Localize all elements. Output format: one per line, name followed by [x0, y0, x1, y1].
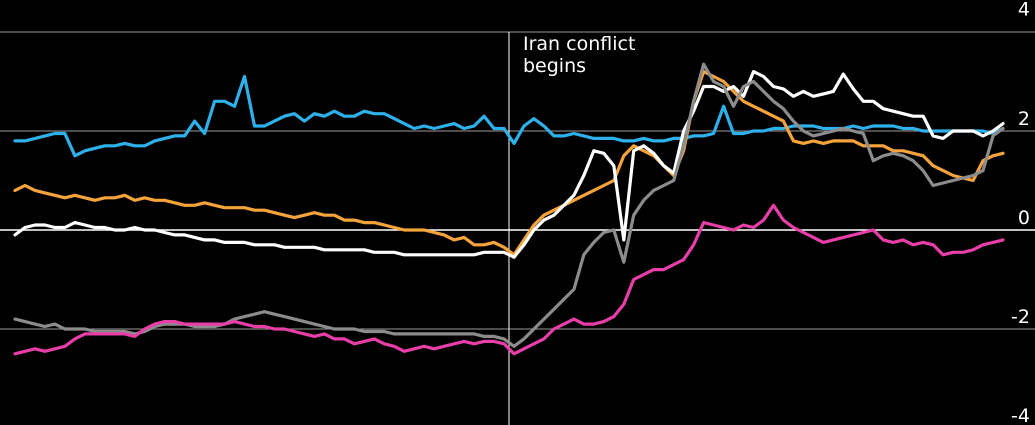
grid-lines: [0, 31, 1035, 330]
y-tick-label: -2: [1011, 306, 1030, 328]
y-tick-label: 0: [1018, 207, 1030, 229]
y-tick-label: -4: [1011, 405, 1030, 425]
series-line-5: [13, 203, 1005, 356]
series-line-2: [13, 69, 1005, 257]
y-tick-label: 2: [1018, 108, 1030, 130]
event-annotation-line-2: begins: [523, 55, 586, 77]
series-line-3: [13, 69, 1005, 259]
y-tick-label: 4: [1018, 0, 1030, 21]
series-lines: [13, 62, 1005, 356]
y-axis-tick-labels: 4 2 0 -2 -4: [1011, 0, 1030, 425]
event-annotation-line-1: Iran conflict: [523, 33, 635, 55]
